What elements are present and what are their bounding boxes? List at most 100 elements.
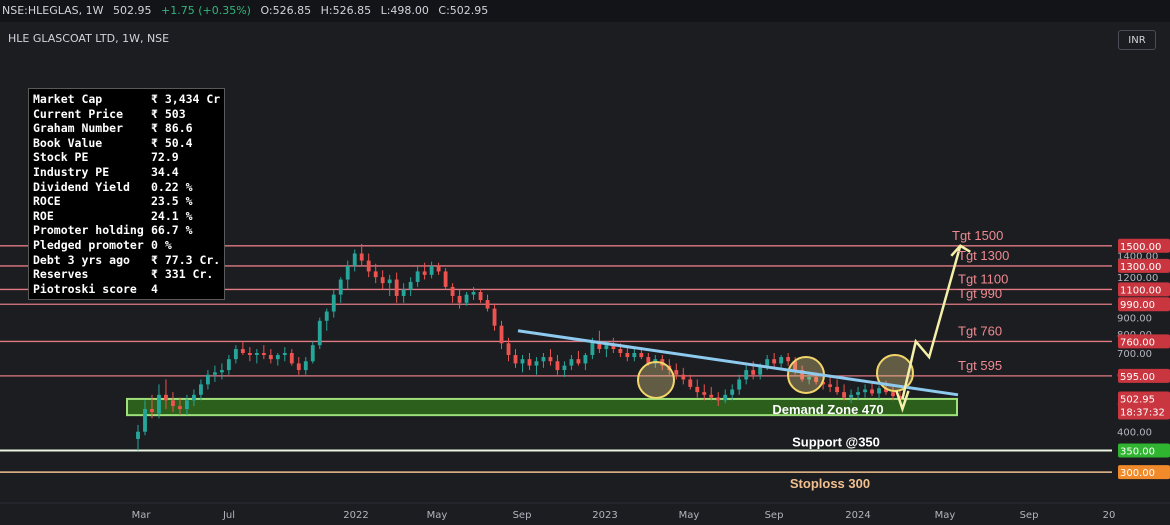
y-tick-label: 1400.00 (1117, 251, 1158, 262)
fundamentals-row: Piotroski score 4 (33, 282, 220, 297)
price-label-box (1118, 258, 1170, 273)
price-label-text: 1300.00 (1120, 262, 1161, 273)
price-label-box (1118, 297, 1170, 312)
symbol-label[interactable]: NSE:HLEGLAS, 1W (2, 4, 104, 17)
candle-body (317, 320, 322, 346)
candle-body (366, 260, 371, 272)
candle-body (681, 374, 686, 380)
fundamentals-label: ROCE (33, 194, 61, 209)
price-label-text: 300.00 (1120, 468, 1155, 479)
candle-body (527, 359, 532, 366)
price-label-text: 595.00 (1120, 372, 1155, 383)
fundamentals-label: ROE (33, 208, 54, 223)
target-label: Tgt 1500 (952, 228, 1003, 243)
x-tick-label: Sep (1020, 510, 1039, 521)
x-tick-label: May (427, 510, 448, 521)
fundamentals-label: Market Cap (33, 92, 103, 106)
candle-body (352, 253, 357, 266)
fundamentals-value: ₹ 3,434 Cr. (151, 92, 220, 106)
high-price: H:526.85 (320, 4, 372, 17)
fundamentals-table: Market Cap ₹ 3,434 Cr. Current Price ₹ 503 G… (28, 88, 225, 301)
trendline (517, 329, 959, 397)
candle-body (373, 271, 378, 278)
chart-title: HLE GLASCOAT LTD, 1W, NSE (8, 32, 170, 45)
fundamentals-row: Dividend Yield 0.22 % (33, 180, 220, 195)
fundamentals-label: Current Price (33, 106, 124, 121)
candle-body (178, 406, 182, 410)
candle-body (429, 265, 434, 275)
candle-body (597, 341, 602, 350)
fundamentals-row: Reserves ₹ 331 Cr. (33, 267, 220, 282)
stoploss-label: Stoploss 300 (790, 476, 870, 491)
fundamentals-value: ₹ 77.3 Cr. (151, 252, 220, 267)
price-label-box (1118, 465, 1170, 480)
candle-body (164, 394, 168, 401)
price-label-box (1118, 334, 1170, 349)
forecast-path (901, 245, 962, 400)
candle-body (185, 400, 189, 410)
price-label-box (1118, 368, 1170, 383)
candle-body (723, 394, 728, 401)
target-label: Tgt 595 (958, 358, 1002, 373)
candle-body (331, 294, 336, 312)
candle-body (485, 300, 490, 309)
candle-body (324, 311, 329, 321)
fundamentals-row: Industry PE 34.4 (33, 165, 220, 180)
close-price: C:502.95 (438, 4, 489, 17)
candle-body (254, 352, 259, 356)
candle-body (646, 357, 651, 364)
candle-body (443, 271, 448, 287)
fundamentals-value: ₹ 503 (151, 106, 186, 121)
candle-body (793, 361, 798, 371)
touch-highlight-circle (876, 354, 914, 392)
candle-body (870, 389, 874, 394)
fundamentals-value: 4 (151, 281, 158, 296)
candle-body (198, 384, 203, 395)
candle-body (303, 361, 308, 371)
candle-body (212, 372, 217, 375)
fundamentals-value: 0.22 % (151, 179, 193, 194)
candle-body (150, 409, 154, 413)
candle-body (296, 363, 301, 371)
candle-body (408, 281, 413, 290)
x-tick-label: May (679, 510, 700, 521)
x-tick-label: Jul (222, 510, 235, 521)
x-tick-label: 2023 (592, 510, 617, 521)
candle-body (499, 325, 504, 344)
currency-button[interactable]: INR (1118, 30, 1156, 50)
candle-body (863, 389, 867, 393)
candle-body (779, 357, 784, 364)
candle-body (506, 343, 511, 356)
candle-body (555, 361, 560, 371)
candle-body (639, 352, 644, 358)
candle-body (394, 279, 399, 296)
open-price: O:526.85 (260, 4, 312, 17)
candle-body (240, 349, 245, 353)
candle-body (345, 265, 350, 280)
price-label-text: 502.95 (1120, 394, 1155, 405)
candle-body (884, 388, 888, 393)
fundamentals-value: 34.4 (151, 164, 179, 179)
price-label-box (1118, 238, 1170, 253)
candle-body (464, 294, 469, 303)
candle-body (611, 345, 616, 350)
x-tick-label: 2024 (845, 510, 870, 521)
candle-body (289, 352, 294, 364)
fundamentals-label: Graham Number (33, 121, 124, 136)
fundamentals-row: ROE 24.1 % (33, 209, 220, 224)
candle-body (380, 277, 385, 284)
candle-body (192, 394, 196, 401)
fundamentals-row: Graham Number ₹ 86.6 (33, 121, 220, 136)
fundamentals-label: Stock PE (33, 150, 89, 165)
candle-body (632, 352, 637, 358)
low-price: L:498.00 (380, 4, 429, 17)
candle-body (891, 392, 895, 397)
candle-body (338, 279, 343, 295)
target-label: Tgt 760 (958, 323, 1002, 338)
fundamentals-label: Reserves (33, 267, 89, 282)
price-change: +1.75 (+0.35%) (161, 4, 251, 17)
demand-zone-label: Demand Zone 470 (772, 402, 883, 417)
last-price: 502.95 (113, 4, 152, 17)
candle-body (478, 291, 483, 301)
fundamentals-value: 72.9 (151, 150, 179, 165)
